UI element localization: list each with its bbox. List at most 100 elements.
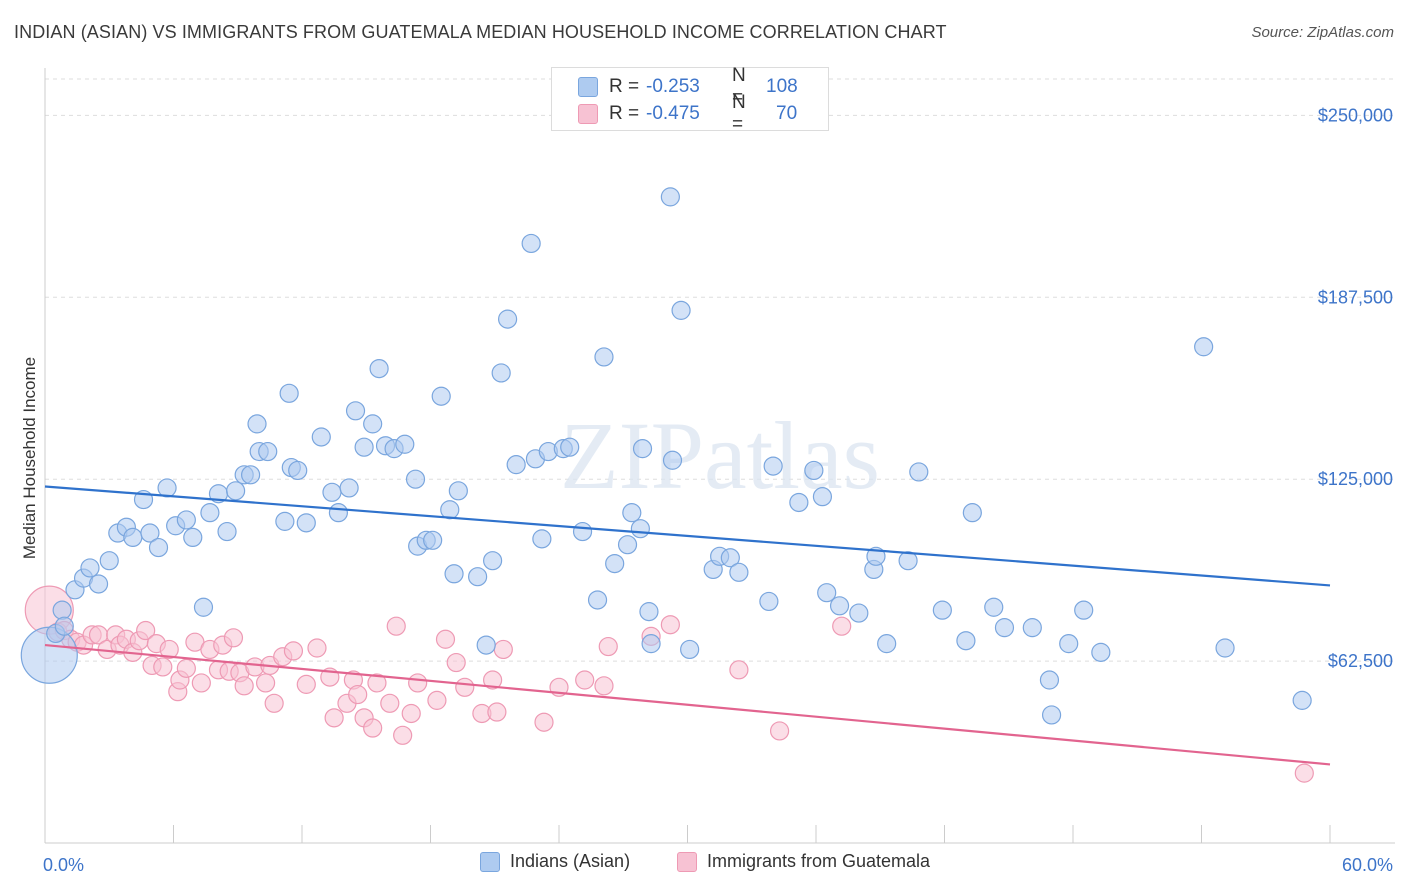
point-indians <box>328 503 349 523</box>
point-indians <box>909 462 929 482</box>
point-indians <box>662 450 683 470</box>
point-indians <box>279 383 299 403</box>
point-guatemala <box>136 620 156 641</box>
point-indians <box>1194 337 1214 357</box>
legend-swatch-guatemala <box>677 851 697 872</box>
correlation-stats-legend: R = -0.253 N = 108 R = -0.475 N = 70 <box>551 65 829 135</box>
point-indians <box>88 574 109 594</box>
point-indians <box>444 564 464 584</box>
point-indians <box>140 523 160 543</box>
point-guatemala <box>435 629 456 649</box>
point-indians <box>339 478 359 498</box>
point-guatemala <box>408 673 428 693</box>
point-indians <box>200 503 220 523</box>
point-indians <box>1215 638 1235 658</box>
legend-label-indians: Indians (Asian) <box>510 851 631 871</box>
point-indians <box>247 414 267 434</box>
point-indians <box>660 187 680 207</box>
n-value: 70 <box>776 103 798 124</box>
point-indians <box>671 300 691 320</box>
point-guatemala <box>191 673 211 693</box>
point-indians <box>275 511 295 531</box>
trend-lines <box>44 485 1331 766</box>
n-value: 108 <box>766 76 798 97</box>
point-indians <box>476 635 496 655</box>
point-indians <box>789 492 809 513</box>
point-indians <box>1039 670 1060 690</box>
point-guatemala <box>255 673 276 693</box>
point-guatemala <box>153 657 173 677</box>
point-indians <box>395 434 415 454</box>
point-indians <box>521 233 541 254</box>
y-tick-label: $250,000 <box>1318 105 1393 125</box>
point-indians <box>1091 642 1111 662</box>
point-indians <box>994 618 1015 638</box>
point-indians <box>448 481 468 501</box>
point-indians <box>405 469 426 489</box>
point-guatemala <box>264 693 284 713</box>
point-indians <box>258 441 278 462</box>
n-label: N = <box>732 65 746 108</box>
point-indians <box>363 414 383 434</box>
point-guatemala <box>223 628 244 648</box>
point-indians <box>849 603 869 623</box>
source-label: Source: ZipAtlas.com <box>1251 24 1394 41</box>
point-guatemala <box>296 674 316 694</box>
point-indians <box>506 455 526 475</box>
point-indians <box>560 437 580 457</box>
point-guatemala <box>427 690 447 710</box>
point-guatemala <box>660 615 680 635</box>
point-indians <box>423 530 443 550</box>
point-indians <box>123 527 143 548</box>
point-indians <box>288 460 308 481</box>
legend-item-guatemala[interactable]: Immigrants from Guatemala <box>677 851 930 872</box>
point-indians <box>759 591 779 612</box>
point-indians <box>176 510 196 530</box>
point-guatemala <box>455 677 475 697</box>
point-indians <box>594 347 614 367</box>
point-indians <box>311 427 331 447</box>
point-guatemala <box>594 676 614 696</box>
point-indians <box>630 519 650 539</box>
point-indians <box>622 503 642 523</box>
point-indians <box>605 553 625 574</box>
indians-swatch <box>578 77 598 97</box>
point-indians <box>468 567 488 587</box>
point-guatemala <box>729 660 749 680</box>
legend-swatch-indians <box>480 851 500 872</box>
point-indians <box>812 487 833 507</box>
y-tick-label: $187,500 <box>1318 287 1393 307</box>
x-tick-label: 60.0% <box>1342 855 1393 875</box>
legend: Indians (Asian) Immigrants from Guatemal… <box>0 851 1406 879</box>
series-guatemala-points <box>24 585 1314 783</box>
point-guatemala <box>307 638 327 658</box>
legend-label-guatemala: Immigrants from Guatemala <box>707 851 931 871</box>
point-guatemala <box>401 703 421 724</box>
point-indians <box>54 616 74 636</box>
point-indians <box>956 631 976 651</box>
point-guatemala <box>386 616 406 636</box>
point-guatemala <box>234 676 254 696</box>
point-indians <box>241 465 261 485</box>
point-indians <box>183 527 203 548</box>
chart-title: INDIAN (ASIAN) VS IMMIGRANTS FROM GUATEM… <box>14 22 947 42</box>
point-indians <box>491 363 511 383</box>
point-indians <box>1074 600 1094 620</box>
point-guatemala <box>159 639 179 660</box>
point-indians <box>157 478 177 498</box>
axes <box>44 68 1395 844</box>
point-guatemala <box>832 616 852 636</box>
point-indians <box>1292 690 1312 710</box>
point-indians <box>898 551 918 571</box>
point-indians <box>804 460 824 481</box>
point-indians <box>217 521 237 542</box>
point-indians <box>52 600 72 620</box>
point-indians <box>587 590 608 610</box>
point-indians <box>763 456 783 476</box>
point-indians <box>532 529 552 549</box>
legend-item-indians[interactable]: Indians (Asian) <box>480 851 630 872</box>
point-indians <box>80 558 100 578</box>
watermark: ZIPatlas <box>560 402 880 509</box>
point-indians <box>148 537 169 558</box>
point-indians <box>99 551 119 571</box>
